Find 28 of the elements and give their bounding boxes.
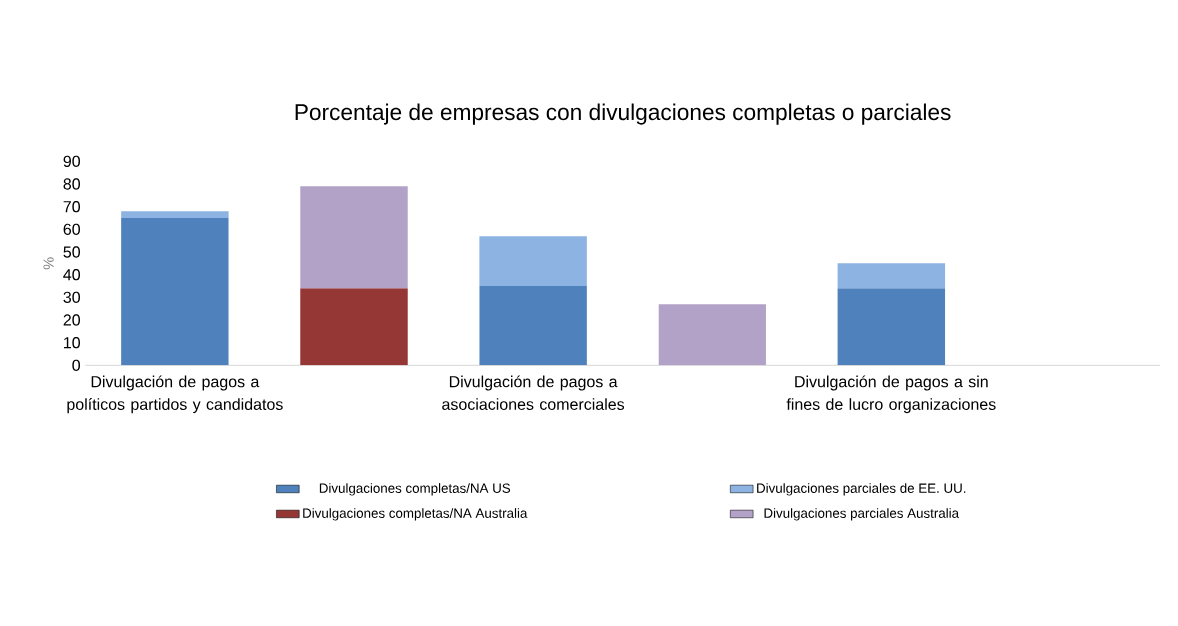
y-tick-label: 50 bbox=[63, 246, 81, 258]
y-tick-label: 90 bbox=[63, 155, 81, 167]
legend-label: Divulgaciones parciales Australia bbox=[764, 508, 960, 521]
y-tick-label: 20 bbox=[63, 314, 81, 326]
y-tick-label: 30 bbox=[63, 291, 81, 303]
bar bbox=[121, 211, 229, 218]
chart-title: Porcentaje de empresas con divulgaciones completas o parciales bbox=[295, 103, 951, 125]
legend-label: Divulgaciones parciales de EE. UU. bbox=[757, 483, 966, 496]
y-tick-label: 40 bbox=[63, 269, 81, 281]
y-tick-label: 70 bbox=[63, 201, 81, 213]
bar bbox=[658, 304, 766, 366]
legend-label: Divulgaciones completas/NA Australia bbox=[303, 508, 528, 521]
x-tick-label: Divulgación de pagos a asociaciones comerciales bbox=[442, 375, 625, 410]
bar bbox=[837, 263, 946, 289]
y-axis-title: % bbox=[43, 257, 54, 270]
y-tick-label: 60 bbox=[63, 223, 81, 235]
bar bbox=[121, 218, 229, 366]
x-tick-label: Divulgación de pagos a políticos partidos y candidatos bbox=[67, 375, 283, 414]
bar bbox=[479, 236, 587, 286]
y-tick-label: 10 bbox=[64, 337, 81, 349]
x-tick-label: Divulgación de pagos a sin fines de lucro organizaciones bbox=[786, 375, 996, 414]
bar bbox=[837, 288, 946, 366]
bar bbox=[300, 288, 408, 366]
y-tick-label: 80 bbox=[63, 178, 81, 190]
bar bbox=[479, 286, 587, 366]
y-tick-label: 0 bbox=[72, 359, 81, 371]
legend-label: Divulgaciones completas/NA US bbox=[319, 483, 511, 496]
bar bbox=[300, 186, 408, 289]
